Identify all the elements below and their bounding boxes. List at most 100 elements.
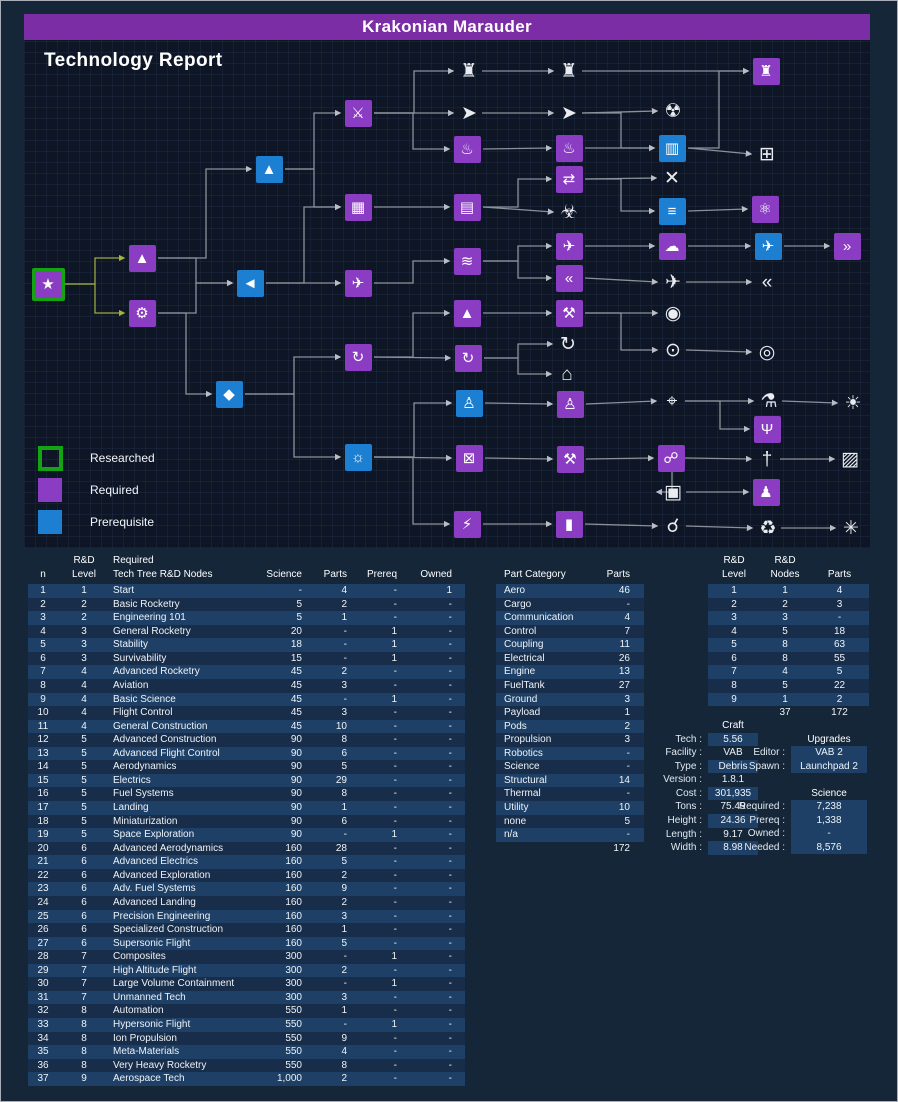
table-cell: 7	[81, 951, 87, 963]
table-cell: Miniaturization	[113, 815, 178, 827]
table-cell: 19	[37, 829, 49, 841]
part-category-row: Ground 3	[496, 692, 644, 707]
info-value: 1,338	[791, 813, 867, 828]
tree-edge	[584, 277, 659, 285]
tree-edge	[374, 257, 451, 284]
table-cell: Aero	[504, 585, 526, 596]
table-cell: Engine	[504, 666, 536, 678]
tech-node-row: 28 7 Composites 300 - 1 -	[28, 950, 465, 964]
table-cell: -	[626, 829, 630, 841]
table-cell: 45	[290, 666, 302, 678]
tech-node: ⚙	[128, 299, 156, 327]
table-cell: 5	[782, 679, 788, 691]
table-cell: 34	[37, 1032, 49, 1044]
tech-node-row: 5 3 Stability 18 - 1 -	[28, 638, 465, 652]
table-cell: -	[448, 802, 452, 813]
tech-node-row: 30 7 Large Volume Containment 300 - 1 -	[28, 977, 465, 991]
table-cell: 5	[782, 625, 788, 637]
info-row: Tech : 5.56	[649, 732, 761, 747]
table-cell: -	[448, 598, 452, 610]
table-cell: 172	[613, 842, 630, 854]
tech-node: ⚗	[760, 390, 778, 412]
part-category-row: Communication 4	[496, 611, 644, 625]
part-category-row: Propulsion 3	[496, 733, 644, 747]
table-cell: Very Heavy Rocketry	[113, 1059, 207, 1071]
table-cell: -	[448, 842, 452, 854]
tech-node-row: 37 9 Aerospace Tech 1,000 2 - -	[28, 1072, 465, 1086]
table-cell: -	[393, 761, 397, 773]
col-prereq: Prereq	[366, 568, 397, 580]
info-row: Type : Debris	[649, 759, 761, 774]
table-cell: Meta-Materials	[113, 1046, 180, 1058]
table-cell: Ground	[504, 693, 538, 705]
part-category-table: Aero 46 Cargo - Communication 4 Control 7 Coupli…	[496, 584, 644, 855]
tree-edge	[585, 454, 655, 462]
col-rd: R&D	[774, 555, 796, 566]
table-cell: -	[343, 1019, 347, 1030]
part-category-row: none 5	[496, 814, 644, 829]
tree-edge	[484, 455, 554, 463]
table-cell: 27	[618, 679, 630, 691]
table-cell: 24	[37, 896, 49, 908]
table-cell: -	[448, 1005, 452, 1017]
table-cell: 2	[341, 598, 347, 610]
tree-edge	[483, 175, 553, 208]
info-value: 8,576	[791, 840, 867, 855]
col-node-name: Tech Tree R&D Nodes	[113, 568, 213, 580]
info-value: Launchpad 2	[791, 759, 867, 774]
tech-node-row: 4 3 General Rocketry 20 - 1 -	[28, 624, 465, 639]
table-cell: Communication	[504, 612, 574, 624]
table-cell: 6	[81, 937, 87, 949]
table-cell: Advanced Flight Control	[113, 747, 220, 759]
table-cell: 4	[81, 693, 87, 705]
table-cell: 160	[285, 869, 302, 881]
info-label: Type :	[674, 760, 702, 772]
table-cell: Stability	[113, 639, 149, 651]
table-cell: 36	[37, 1059, 49, 1071]
table-cell: 14	[618, 774, 630, 786]
table-cell: 8	[81, 1032, 87, 1044]
tech-node: ♜	[460, 60, 478, 82]
col-parts: Parts	[606, 569, 630, 580]
table-cell: -	[393, 924, 397, 936]
table-cell: Cargo	[504, 598, 532, 610]
table-cell: -	[448, 991, 452, 1003]
tree-edge	[64, 254, 126, 285]
tech-node-row: 22 6 Advanced Exploration 160 2 - -	[28, 868, 465, 883]
table-cell: 90	[290, 734, 302, 746]
legend-label: Required	[90, 483, 139, 497]
tech-node: ▮	[555, 510, 583, 538]
table-cell: Basic Science	[113, 693, 176, 705]
tech-node-row: 36 8 Very Heavy Rocketry 550 8 - -	[28, 1058, 465, 1073]
info-row: Tons : 75.49	[649, 800, 761, 814]
table-cell: 160	[285, 856, 302, 868]
table-cell: 8	[782, 639, 788, 651]
header-row: Level Nodes Parts	[708, 568, 869, 582]
tech-nodes-table: 1 1 Start -4-1 2 2 Basic Rocketry 5 2- -3 2 Enginee…	[28, 584, 465, 1086]
table-cell: none	[504, 815, 527, 827]
tech-node: ♜	[752, 57, 780, 85]
table-cell: 90	[290, 788, 302, 800]
tech-node: ≋	[453, 247, 481, 275]
info-title: Craft	[722, 720, 744, 731]
part-category-table-header: Part Category Parts	[496, 568, 644, 582]
table-cell: 37	[37, 1073, 49, 1085]
table-cell: -	[448, 774, 452, 786]
table-cell: -	[448, 612, 452, 624]
table-cell: 9	[341, 883, 347, 895]
header-row: Part Category Parts	[496, 568, 644, 582]
table-cell: -	[448, 951, 452, 963]
tree-edge	[483, 260, 553, 282]
tech-node: ⌂	[561, 363, 573, 385]
table-cell: 2	[836, 693, 843, 705]
table-cell: 9	[341, 1032, 347, 1044]
table-cell: Aerodynamics	[113, 761, 177, 773]
table-cell: 550	[285, 1005, 302, 1017]
info-value: 9.17	[723, 828, 743, 840]
table-cell: 5	[341, 761, 347, 773]
table-cell: 22	[833, 679, 846, 691]
col-nodes: Nodes	[770, 568, 800, 580]
table-cell: -	[448, 720, 452, 732]
tree-edge	[686, 455, 753, 463]
table-cell: 10	[37, 707, 49, 719]
